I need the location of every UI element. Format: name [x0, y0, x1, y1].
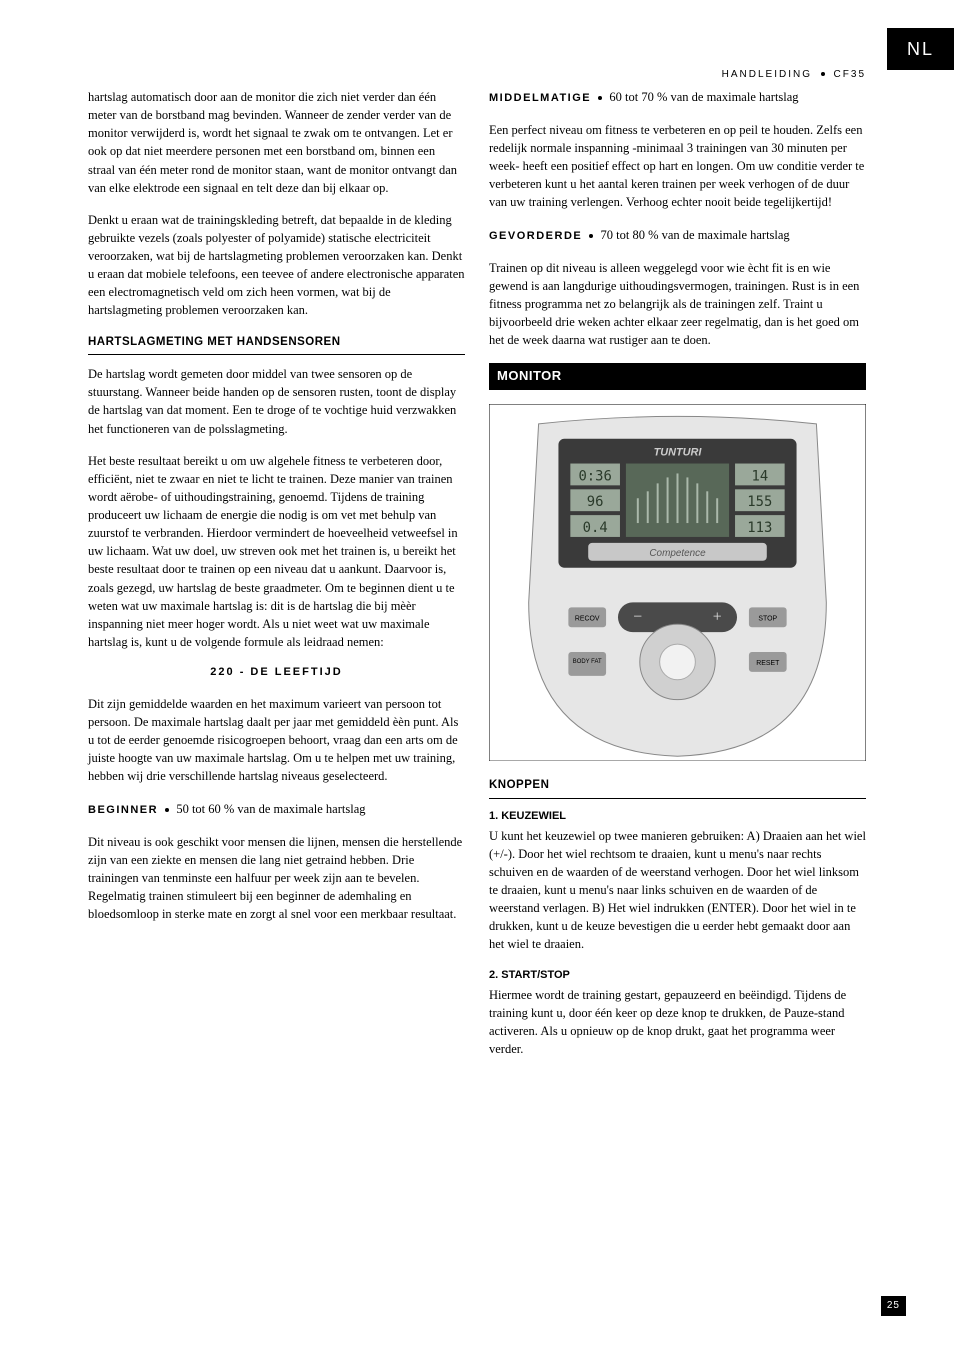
right-column: MIDDELMATIGE 60 tot 70 % van de maximale…: [489, 88, 866, 1072]
beginner-text: 50 tot 60 % van de maximale hartslag: [176, 802, 365, 816]
btn-stop: STOP: [758, 615, 777, 622]
header-dot-icon: [821, 72, 825, 76]
lcd-5: 0.4: [583, 520, 608, 536]
para-hs-3: Dit zijn gemiddelde waarden en het maxim…: [88, 695, 465, 786]
middel-text: 60 tot 70 % van de maximale hartslag: [609, 90, 798, 104]
beginner-label: BEGINNER: [88, 804, 158, 816]
monitor-figure: TUNTURI 0:36 14 96 155 0.4 113: [489, 404, 866, 761]
lcd-4: 155: [747, 494, 772, 510]
svg-text:−: −: [633, 608, 642, 625]
monitor-brand: TUNTURI: [654, 447, 703, 459]
page-content: hartslag automatisch door aan de monitor…: [88, 88, 866, 1072]
svg-text:+: +: [713, 608, 722, 625]
level-gevorderde: GEVORDERDE 70 tot 80 % van de maximale h…: [489, 226, 866, 245]
monitor-svg-icon: TUNTURI 0:36 14 96 155 0.4 113: [489, 404, 866, 761]
header-manual: HANDLEIDING: [722, 69, 812, 80]
gevord-text: 70 tot 80 % van de maximale hartslag: [601, 228, 790, 242]
btn-reset: RESET: [756, 660, 780, 667]
para-gevord-desc: Trainen op dit niveau is alleen weggeleg…: [489, 259, 866, 350]
heading-knoppen: KNOPPEN: [489, 777, 866, 799]
section-monitor: MONITOR: [489, 363, 866, 390]
lcd-time: 0:36: [578, 468, 611, 484]
bullet-dot-icon: [589, 234, 593, 238]
lcd-3: 96: [587, 494, 604, 510]
page-number: 25: [881, 1296, 906, 1317]
para-intro-2: Denkt u eraan wat de trainingskleding be…: [88, 211, 465, 320]
btn-bodyfat: BODY FAT: [573, 659, 602, 665]
language-tab: NL: [887, 28, 954, 70]
level-beginner: BEGINNER 50 tot 60 % van de maximale har…: [88, 800, 465, 819]
monitor-subbrand: Competence: [649, 548, 706, 559]
para-hs-1: De hartslag wordt gemeten door middel va…: [88, 365, 465, 438]
header-model: CF35: [834, 69, 866, 80]
para-keuzewiel: U kunt het keuzewiel op twee manieren ge…: [489, 827, 866, 954]
para-intro-1: hartslag automatisch door aan de monitor…: [88, 88, 465, 197]
bullet-dot-icon: [598, 96, 602, 100]
para-beginner-desc: Dit niveau is ook geschikt voor mensen d…: [88, 833, 465, 924]
lcd-6: 113: [747, 520, 772, 536]
para-hs-2: Het beste resultaat bereikt u om uw alge…: [88, 452, 465, 651]
header-line: HANDLEIDING CF35: [722, 68, 866, 83]
gevord-label: GEVORDERDE: [489, 230, 582, 242]
heading-startstop: 2. START/STOP: [489, 968, 866, 984]
para-startstop: Hiermee wordt de training gestart, gepau…: [489, 986, 866, 1059]
formula-220: 220 - DE LEEFTIJD: [88, 665, 465, 681]
left-column: hartslag automatisch door aan de monitor…: [88, 88, 465, 1072]
bullet-dot-icon: [165, 808, 169, 812]
para-middel-desc: Een perfect niveau om fitness te verbete…: [489, 121, 866, 212]
heading-handsensoren: HARTSLAGMETING MET HANDSENSOREN: [88, 334, 465, 356]
level-middel: MIDDELMATIGE 60 tot 70 % van de maximale…: [489, 88, 866, 107]
heading-keuzewiel: 1. KEUZEWIEL: [489, 809, 866, 825]
btn-recov: RECOV: [575, 615, 600, 622]
middel-label: MIDDELMATIGE: [489, 92, 591, 104]
lcd-2: 14: [751, 468, 768, 484]
